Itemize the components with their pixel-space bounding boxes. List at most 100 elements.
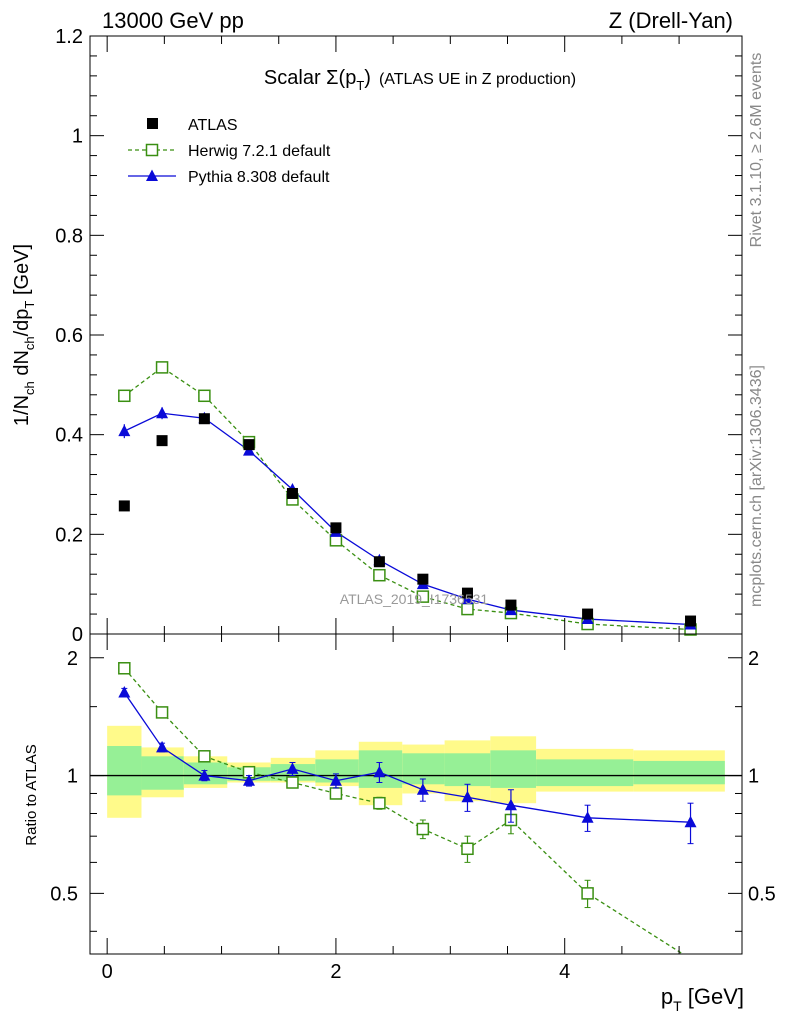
ratio-band-inner <box>315 759 359 783</box>
ylabel-part: dN <box>11 350 33 381</box>
herwig-point <box>155 361 169 374</box>
main-data-layer <box>118 361 697 636</box>
header-right: Z (Drell-Yan) <box>609 8 733 33</box>
atlas-point <box>156 435 168 447</box>
ratio-panel: 0.5 0.5 1 1 2 2 0 2 4 Ratio to ATLAS pT [GeV] <box>23 633 776 1014</box>
ratio-herwig-point <box>461 842 474 856</box>
ylabel-part: 1/N <box>11 395 33 426</box>
header-left: 13000 GeV pp <box>102 8 244 33</box>
atlas-point <box>582 608 594 620</box>
ratio-pythia-point <box>156 740 169 753</box>
xlabel-sub-t: T <box>673 998 682 1014</box>
ylabel-part: [GeV] <box>11 244 33 301</box>
ratio-pythia-point <box>118 686 131 698</box>
ylabel-sub-ch: ch <box>22 336 37 350</box>
ratio-ytick-label-right: 1 <box>748 766 759 788</box>
atlas-point <box>505 599 517 611</box>
ratio-ytick-label: 1 <box>67 766 78 788</box>
ylabel-sub-ch: ch <box>22 381 37 395</box>
xlabel-p: p <box>661 984 673 1009</box>
atlas-point <box>330 522 342 534</box>
atlas-point <box>198 413 210 425</box>
ratio-pythia-line <box>123 692 691 823</box>
ratio-pythia-point <box>373 765 386 778</box>
ratio-herwig-point <box>329 787 343 800</box>
main-panel: 00.20.40.60.811.2 Scalar Σ(pT) (ATLAS UE … <box>11 26 743 646</box>
title-close: ) <box>364 67 371 89</box>
legend-label-herwig: Herwig 7.2.1 default <box>188 143 331 160</box>
herwig-point <box>373 568 386 582</box>
herwig-point <box>416 590 430 603</box>
ratio-pythia-point <box>329 774 342 786</box>
ratio-ytick-label: 2 <box>67 648 78 670</box>
ratio-pythia-point <box>198 769 211 781</box>
ratio-pythia-point <box>242 774 255 786</box>
ratio-band-inner <box>444 753 491 787</box>
main-ytick-label: 1 <box>72 126 83 148</box>
ratio-band-inner <box>141 756 184 790</box>
pythia-point <box>156 406 169 419</box>
ratio-series-group <box>118 662 697 954</box>
pythia-point <box>118 424 131 437</box>
legend: ATLAS Herwig 7.2.1 default Pythia 8.308 … <box>128 117 331 186</box>
main-ticks: 0 0.2 0.4 0.6 0.8 1 1.2 <box>55 26 742 646</box>
ratio-herwig-point <box>286 776 299 789</box>
ratio-xtick-label: 4 <box>559 961 570 983</box>
legend-marker-herwig <box>145 143 159 157</box>
ylabel-sub-t: T <box>22 301 37 309</box>
title-sub: T <box>356 78 364 93</box>
main-ytick-label: 0.6 <box>55 325 83 347</box>
title-main: Scalar Σ(p <box>264 67 356 89</box>
ratio-pythia-point <box>581 811 594 823</box>
main-ytick-label: 0.2 <box>55 524 83 546</box>
atlas-point <box>685 615 697 627</box>
ratio-herwig-point <box>155 706 169 719</box>
atlas-point <box>118 500 130 512</box>
main-title: Scalar Σ(pT) (ATLAS UE in Z production) <box>264 67 576 93</box>
ratio-herwig-point <box>416 822 430 836</box>
ratio-xlabel: pT [GeV] <box>661 984 744 1014</box>
main-ytick-label: 0 <box>72 624 83 646</box>
ratio-band-inner <box>536 759 634 787</box>
ratio-frame <box>89 633 743 955</box>
watermark: ATLAS_2019_I1736531 <box>340 591 489 607</box>
ratio-herwig-point <box>581 887 594 900</box>
main-ytick-label: 0.4 <box>55 425 83 447</box>
ratio-herwig-line <box>123 667 684 954</box>
ratio-ylabel: Ratio to ATLAS <box>23 744 40 845</box>
ratio-ticks: 0.5 0.5 1 1 2 2 0 2 4 <box>50 634 776 983</box>
ratio-pythia-point <box>461 790 474 803</box>
ratio-pythia-point <box>416 783 429 795</box>
ratio-ytick-label-right: 0.5 <box>748 883 776 905</box>
ratio-band-inner <box>633 760 725 785</box>
ratio-herwig-point <box>373 796 386 810</box>
atlas-point <box>417 573 429 585</box>
main-ytick-label: 0.8 <box>55 225 83 247</box>
ratio-herwig-point <box>198 750 211 763</box>
atlas-point <box>286 487 298 499</box>
atlas-point <box>373 556 385 568</box>
ratio-ytick-label-right: 2 <box>748 648 759 670</box>
ratio-band-inner <box>490 750 537 788</box>
ratio-xtick-label: 2 <box>330 961 341 983</box>
ratio-data-layer <box>90 662 742 954</box>
ylabel-part: /dp <box>11 309 33 337</box>
ratio-pythia-point <box>504 798 517 811</box>
ratio-pythia-point <box>684 815 697 828</box>
herwig-point <box>118 389 131 403</box>
legend-marker-atlas <box>147 118 158 129</box>
ratio-ytick-label: 0.5 <box>50 883 78 905</box>
main-ytick-label: 1.2 <box>55 26 83 48</box>
herwig-point <box>198 389 211 403</box>
ratio-xtick-label: 0 <box>102 961 113 983</box>
legend-marker-pythia <box>146 169 158 181</box>
title-suffix: (ATLAS UE in Z production) <box>379 71 576 88</box>
main-ylabel: 1/Nch dNch/dpT [GeV] <box>11 244 37 426</box>
xlabel-unit: [GeV] <box>682 984 744 1009</box>
pythia-line <box>124 412 691 626</box>
legend-label-atlas: ATLAS <box>188 117 238 134</box>
ratio-pythia-point <box>286 762 299 774</box>
mcplots-label: mcplots.cern.ch [arXiv:1306.3436] <box>748 365 765 607</box>
ratio-herwig-point <box>118 662 131 675</box>
